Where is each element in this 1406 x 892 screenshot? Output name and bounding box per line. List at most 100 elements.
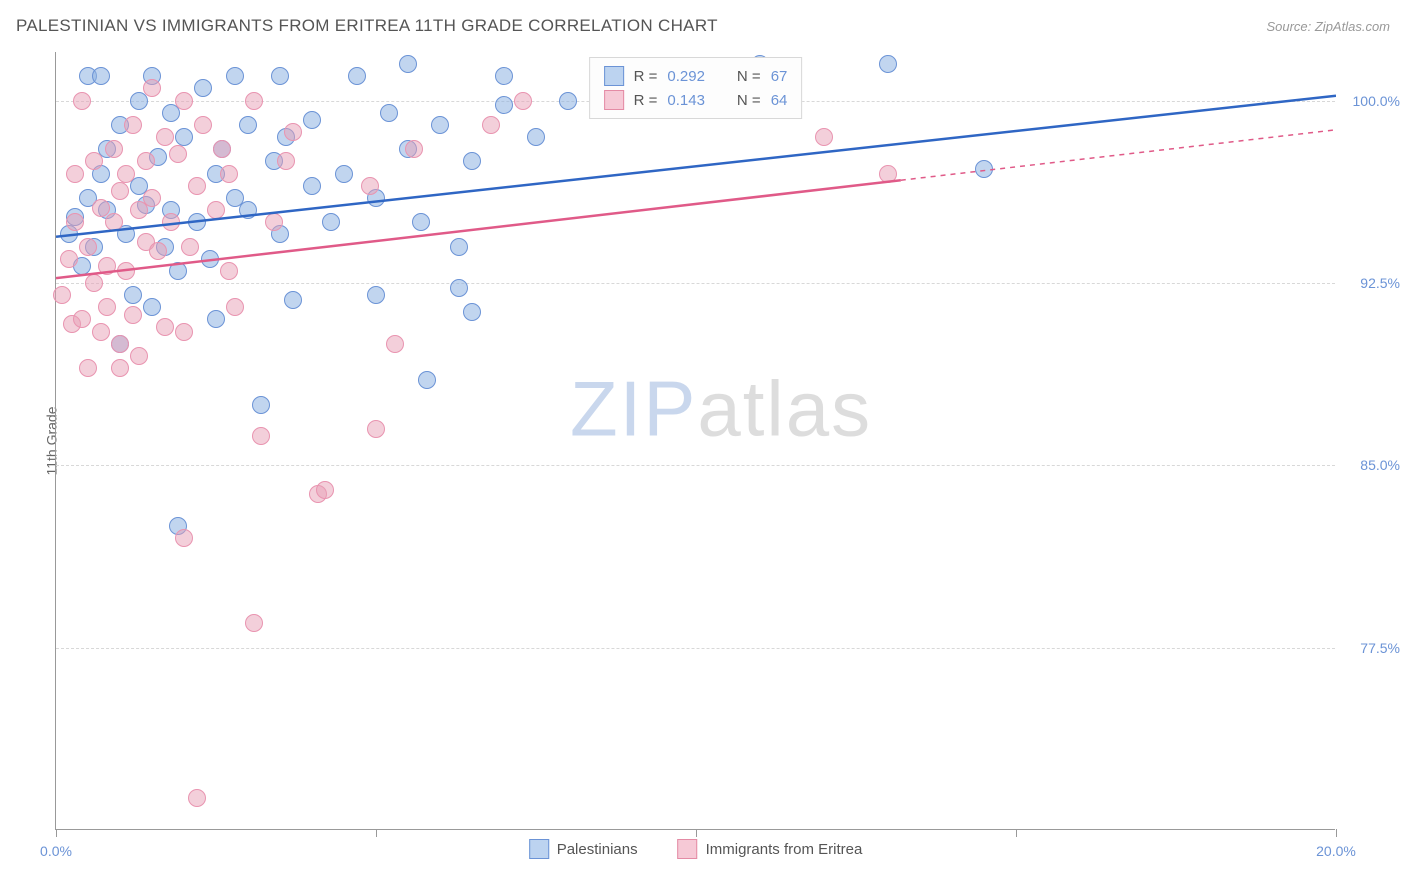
scatter-point-eritrea bbox=[207, 201, 225, 219]
y-tick-label: 92.5% bbox=[1360, 275, 1400, 291]
legend-n-label: N = bbox=[737, 92, 761, 109]
scatter-point-eritrea bbox=[60, 250, 78, 268]
scatter-point-eritrea bbox=[245, 92, 263, 110]
legend-r-value: 0.292 bbox=[667, 68, 705, 85]
watermark: ZIPatlas bbox=[570, 364, 872, 455]
scatter-point-palestinians bbox=[239, 116, 257, 134]
x-tick bbox=[376, 829, 377, 837]
scatter-point-palestinians bbox=[271, 67, 289, 85]
scatter-point-eritrea bbox=[149, 242, 167, 260]
scatter-point-eritrea bbox=[117, 165, 135, 183]
scatter-point-eritrea bbox=[66, 165, 84, 183]
scatter-point-eritrea bbox=[79, 359, 97, 377]
scatter-point-eritrea bbox=[220, 262, 238, 280]
scatter-point-palestinians bbox=[463, 303, 481, 321]
scatter-point-eritrea bbox=[143, 189, 161, 207]
legend-r-value: 0.143 bbox=[667, 92, 705, 109]
scatter-point-eritrea bbox=[316, 481, 334, 499]
x-tick bbox=[56, 829, 57, 837]
scatter-point-eritrea bbox=[879, 165, 897, 183]
scatter-point-eritrea bbox=[367, 420, 385, 438]
scatter-point-palestinians bbox=[463, 152, 481, 170]
scatter-point-palestinians bbox=[188, 213, 206, 231]
scatter-point-eritrea bbox=[245, 614, 263, 632]
scatter-point-palestinians bbox=[335, 165, 353, 183]
scatter-point-palestinians bbox=[303, 177, 321, 195]
scatter-point-palestinians bbox=[399, 55, 417, 73]
legend-swatch bbox=[529, 839, 549, 859]
scatter-point-eritrea bbox=[124, 306, 142, 324]
scatter-point-eritrea bbox=[105, 140, 123, 158]
scatter-point-eritrea bbox=[220, 165, 238, 183]
scatter-point-eritrea bbox=[284, 123, 302, 141]
scatter-point-palestinians bbox=[348, 67, 366, 85]
grid-line bbox=[56, 648, 1335, 649]
legend-row: R = 0.143 N = 64 bbox=[604, 88, 788, 112]
legend-n-label: N = bbox=[737, 68, 761, 85]
scatter-point-palestinians bbox=[143, 298, 161, 316]
scatter-point-palestinians bbox=[450, 279, 468, 297]
x-tick-label: 0.0% bbox=[40, 843, 72, 859]
grid-line bbox=[56, 465, 1335, 466]
scatter-point-eritrea bbox=[175, 323, 193, 341]
scatter-point-eritrea bbox=[815, 128, 833, 146]
scatter-point-eritrea bbox=[252, 427, 270, 445]
scatter-point-eritrea bbox=[137, 152, 155, 170]
scatter-point-eritrea bbox=[79, 238, 97, 256]
scatter-point-palestinians bbox=[201, 250, 219, 268]
scatter-point-eritrea bbox=[98, 257, 116, 275]
scatter-point-palestinians bbox=[226, 67, 244, 85]
scatter-point-palestinians bbox=[239, 201, 257, 219]
legend-n-value: 64 bbox=[771, 92, 788, 109]
x-tick bbox=[696, 829, 697, 837]
scatter-point-eritrea bbox=[98, 298, 116, 316]
scatter-point-eritrea bbox=[111, 359, 129, 377]
scatter-point-palestinians bbox=[169, 262, 187, 280]
scatter-point-eritrea bbox=[169, 145, 187, 163]
scatter-point-palestinians bbox=[322, 213, 340, 231]
scatter-point-eritrea bbox=[181, 238, 199, 256]
scatter-point-palestinians bbox=[975, 160, 993, 178]
y-tick-label: 85.0% bbox=[1360, 457, 1400, 473]
legend-series-item: Immigrants from Eritrea bbox=[678, 839, 863, 859]
scatter-point-eritrea bbox=[130, 347, 148, 365]
scatter-point-palestinians bbox=[527, 128, 545, 146]
x-tick-label: 20.0% bbox=[1316, 843, 1356, 859]
y-tick-label: 100.0% bbox=[1353, 93, 1400, 109]
scatter-point-palestinians bbox=[92, 67, 110, 85]
watermark-left: ZIP bbox=[570, 365, 697, 453]
scatter-point-eritrea bbox=[85, 152, 103, 170]
grid-line bbox=[56, 283, 1335, 284]
legend-series-label: Immigrants from Eritrea bbox=[706, 841, 863, 858]
trend-line-ext-eritrea bbox=[901, 130, 1336, 180]
chart-container: 11th Grade ZIPatlas 77.5%85.0%92.5%100.0… bbox=[55, 52, 1335, 830]
scatter-point-eritrea bbox=[188, 177, 206, 195]
scatter-point-eritrea bbox=[277, 152, 295, 170]
legend-correlation: R =0.292N =67R =0.143N =64 bbox=[589, 57, 803, 119]
scatter-point-eritrea bbox=[194, 116, 212, 134]
legend-swatch bbox=[604, 66, 624, 86]
scatter-point-eritrea bbox=[226, 298, 244, 316]
scatter-point-palestinians bbox=[495, 96, 513, 114]
scatter-point-eritrea bbox=[482, 116, 500, 134]
scatter-point-palestinians bbox=[495, 67, 513, 85]
legend-r-label: R = bbox=[634, 68, 658, 85]
chart-title: PALESTINIAN VS IMMIGRANTS FROM ERITREA 1… bbox=[16, 16, 718, 36]
watermark-right: atlas bbox=[697, 365, 872, 453]
chart-header: PALESTINIAN VS IMMIGRANTS FROM ERITREA 1… bbox=[16, 16, 1390, 36]
scatter-point-palestinians bbox=[450, 238, 468, 256]
legend-swatch bbox=[604, 90, 624, 110]
legend-row: R =0.292N =67 bbox=[604, 64, 788, 88]
legend-series-item: Palestinians bbox=[529, 839, 638, 859]
scatter-point-palestinians bbox=[124, 286, 142, 304]
scatter-point-eritrea bbox=[117, 262, 135, 280]
scatter-point-eritrea bbox=[124, 116, 142, 134]
scatter-point-eritrea bbox=[405, 140, 423, 158]
scatter-point-palestinians bbox=[418, 371, 436, 389]
legend-swatch bbox=[678, 839, 698, 859]
legend-r-label: R = bbox=[634, 92, 658, 109]
scatter-point-palestinians bbox=[380, 104, 398, 122]
scatter-point-eritrea bbox=[386, 335, 404, 353]
scatter-point-palestinians bbox=[175, 128, 193, 146]
scatter-point-eritrea bbox=[73, 310, 91, 328]
